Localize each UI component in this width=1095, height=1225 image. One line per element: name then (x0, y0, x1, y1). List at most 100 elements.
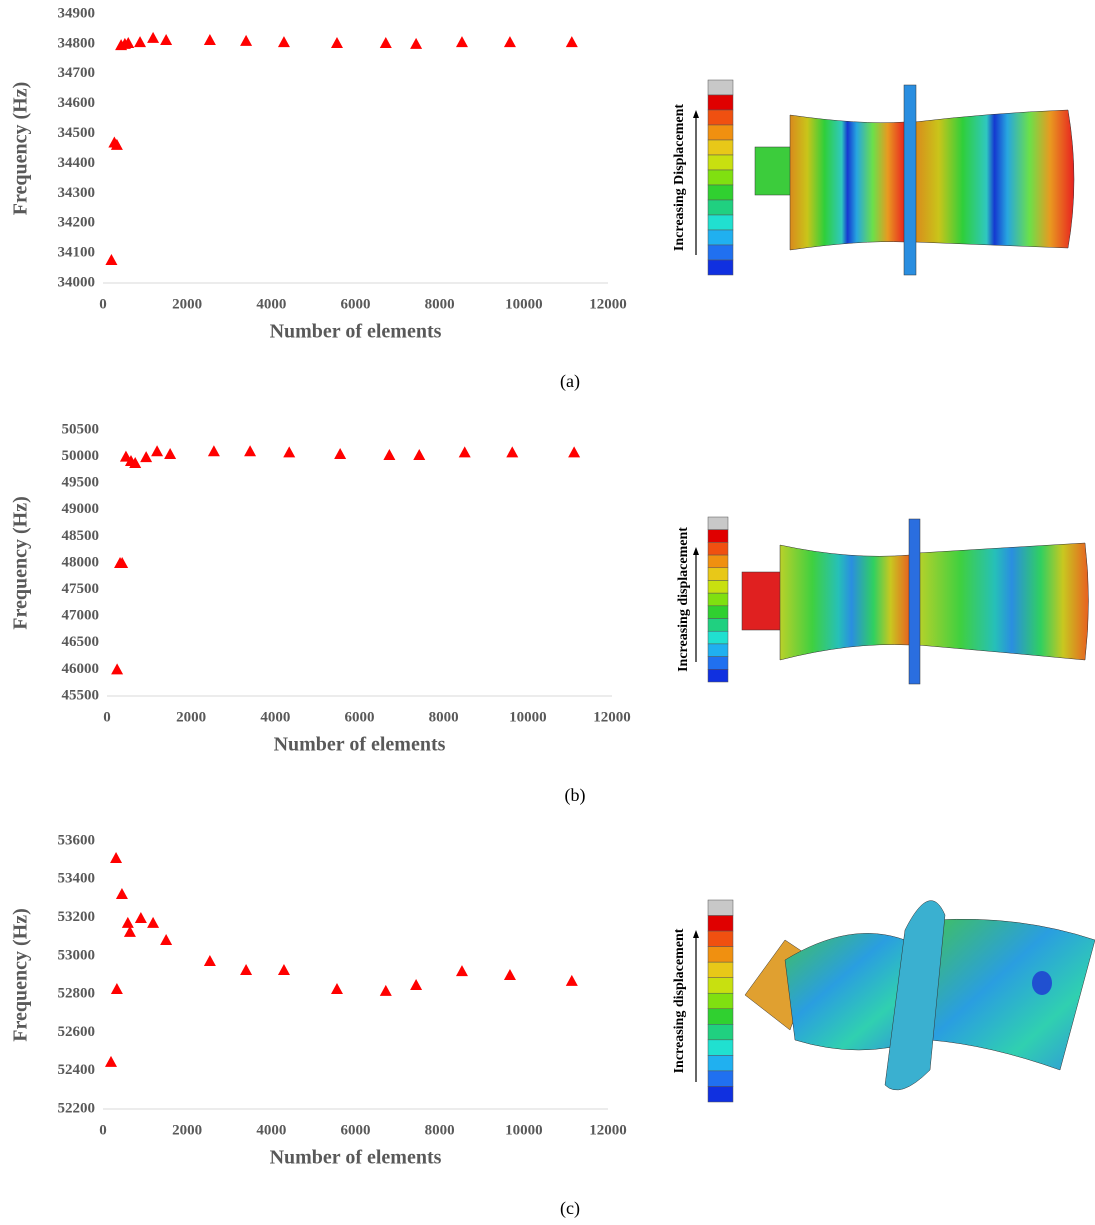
colorbar-segment (708, 530, 728, 543)
y-tick-label: 46000 (62, 661, 100, 677)
y-tick-label: 34500 (58, 125, 96, 141)
marker (122, 917, 134, 928)
y-tick-label: 49500 (62, 475, 100, 491)
colorbar-segment (708, 962, 733, 978)
colorbar-segment (708, 931, 733, 947)
marker (140, 451, 152, 462)
colorbar-segment (708, 568, 728, 581)
colorbar-segment (708, 260, 733, 275)
colorbar-label: Increasing displacement (676, 527, 691, 672)
x-tick-label: 2000 (172, 296, 202, 312)
colorbar-segment (708, 200, 733, 215)
y-tick-label: 47000 (62, 608, 100, 624)
colorbar-segment (708, 245, 733, 260)
y-tick-label: 34700 (58, 65, 96, 81)
marker (566, 975, 578, 986)
marker (566, 36, 578, 47)
marker (331, 983, 343, 994)
caption: (c) (560, 1198, 580, 1219)
x-tick-label: 4000 (256, 296, 286, 312)
colorbar-segment (708, 80, 733, 95)
colorbar-segment (708, 1086, 733, 1102)
y-tick-label: 34200 (58, 215, 96, 231)
y-tick-label: 52800 (58, 986, 96, 1002)
colorbar-segment (708, 555, 728, 568)
colorbar-segment (708, 125, 733, 140)
caption: (b) (565, 785, 586, 806)
fem-model-c (745, 901, 1095, 1090)
x-axis-title: Number of elements (270, 321, 442, 343)
colorbar-segment (708, 185, 733, 200)
colorbar-arrowhead (693, 930, 699, 938)
y-axis-title: Frequency (Hz) (10, 496, 32, 630)
y-tick-label: 53200 (58, 909, 96, 925)
colorbar-segment (708, 215, 733, 230)
x-tick-label: 8000 (429, 709, 459, 725)
x-tick-label: 12000 (593, 709, 631, 725)
x-tick-label: 2000 (176, 709, 206, 725)
y-tick-label: 50500 (62, 421, 100, 437)
x-tick-label: 4000 (256, 1122, 286, 1138)
marker (134, 36, 146, 47)
figure: 3400034100342003430034400345003460034700… (0, 0, 1095, 1225)
marker (413, 449, 425, 460)
colorbar-segment (708, 140, 733, 155)
marker (504, 969, 516, 980)
colorbar-segment (708, 95, 733, 110)
marker (151, 445, 163, 456)
x-axis-title: Number of elements (274, 734, 446, 756)
marker (240, 964, 252, 975)
y-tick-label: 52400 (58, 1062, 96, 1078)
marker (147, 917, 159, 928)
fem-model-b (742, 519, 1089, 684)
y-tick-label: 50000 (62, 448, 100, 464)
colorbar-segment (708, 947, 733, 963)
colorbar-arrowhead (693, 110, 699, 118)
marker (568, 446, 580, 457)
x-tick-label: 12000 (589, 296, 627, 312)
colorbar-segment (708, 900, 733, 916)
marker (204, 955, 216, 966)
y-tick-label: 47500 (62, 581, 100, 597)
x-tick-label: 8000 (425, 296, 455, 312)
x-tick-label: 8000 (425, 1122, 455, 1138)
colorbar-segment (708, 669, 728, 682)
marker (506, 446, 518, 457)
y-tick-label: 48500 (62, 528, 100, 544)
colorbar-segment (708, 993, 733, 1009)
marker (204, 34, 216, 45)
y-axis-title: Frequency (Hz) (10, 82, 32, 216)
marker (111, 663, 123, 674)
colorbar-segment (708, 1040, 733, 1056)
marker (160, 934, 172, 945)
colorbar-segment (708, 916, 733, 932)
x-axis-title: Number of elements (270, 1147, 442, 1169)
marker (164, 448, 176, 459)
colorbar-segment (708, 593, 728, 606)
y-tick-label: 45500 (62, 687, 100, 703)
marker (410, 979, 422, 990)
marker (334, 448, 346, 459)
colorbar-segment (708, 1024, 733, 1040)
y-tick-label: 49000 (62, 501, 100, 517)
marker (456, 36, 468, 47)
y-tick-label: 34000 (58, 274, 96, 290)
y-tick-label: 53600 (58, 832, 96, 848)
marker (380, 985, 392, 996)
colorbar-label: Increasing Displacement (672, 104, 687, 251)
fem-model-a (755, 85, 1074, 275)
x-tick-label: 10000 (505, 296, 543, 312)
y-axis-title: Frequency (Hz) (10, 908, 32, 1042)
x-tick-label: 0 (99, 296, 107, 312)
colorbar-arrowhead (693, 547, 699, 555)
colorbar-segment (708, 230, 733, 245)
colorbar-segment (708, 644, 728, 657)
y-tick-label: 34100 (58, 245, 96, 261)
marker (410, 38, 422, 49)
marker (208, 445, 220, 456)
marker (135, 912, 147, 923)
colorbar-segment (708, 978, 733, 994)
colorbar-segment (708, 1071, 733, 1087)
colorbar-label: Increasing displacement (672, 928, 687, 1073)
colorbar-segment (708, 170, 733, 185)
